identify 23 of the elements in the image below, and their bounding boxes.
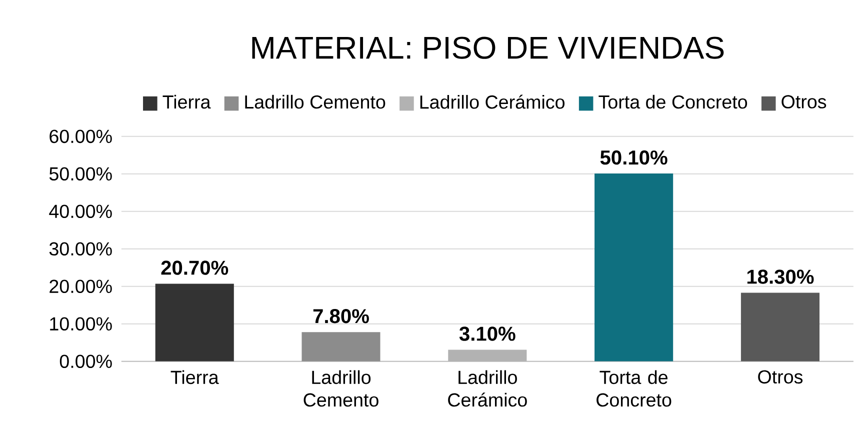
data-label: 7.80% — [313, 309, 369, 324]
y-tick-label: 40.00% — [49, 204, 112, 218]
legend-label: Tierra — [162, 94, 211, 109]
x-tick-label: Ladrillo Cemento — [304, 370, 378, 407]
chart-title: MATERIAL: PISO DE VIVIENDAS — [252, 36, 724, 59]
y-tick-label: 50.00% — [49, 167, 112, 181]
x-tick-label: Torta de Concreto — [596, 370, 672, 407]
legend-label: Torta de Concreto — [598, 94, 748, 109]
y-tick-label: 0.00% — [60, 354, 112, 368]
legend-label: Ladrillo Cerámico — [420, 94, 565, 109]
x-tick-label: Ladrillo Cerámico — [448, 370, 527, 407]
y-tick-label: 10.00% — [50, 317, 112, 331]
y-tick-label: 60.00% — [50, 130, 112, 144]
y-tick-label: 30.00% — [49, 242, 112, 256]
legend-label: Otros — [782, 95, 826, 108]
data-label: 3.10% — [459, 326, 516, 341]
legend-label: Ladrillo Cemento — [245, 94, 386, 109]
data-label: 20.70% — [161, 260, 228, 275]
x-tick-label: Tierra — [170, 370, 219, 384]
y-tick-label: 20.00% — [50, 280, 112, 294]
data-label: 18.30% — [747, 270, 814, 284]
data-label: 50.10% — [600, 150, 668, 165]
x-tick-label: Otros — [758, 370, 803, 384]
